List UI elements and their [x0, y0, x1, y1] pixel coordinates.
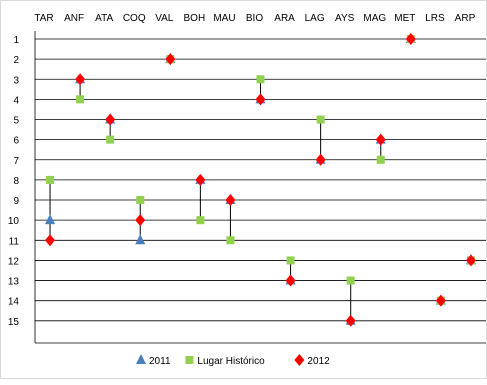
- y-tick-label: 12: [8, 256, 20, 267]
- x-tick-label-bio: BIO: [246, 13, 263, 24]
- point-diamond-mau: [225, 194, 236, 207]
- legend-marker-square: [185, 356, 194, 364]
- point-triangle-coq: [135, 234, 146, 245]
- x-tick-label-lrs: LRS: [425, 13, 445, 24]
- legend-label: 2011: [149, 356, 171, 367]
- y-tick-label: 7: [13, 156, 19, 167]
- y-tick-label: 11: [9, 236, 20, 247]
- point-diamond-boh: [195, 173, 206, 186]
- point-square-ata: [106, 135, 115, 144]
- point-diamond-mag: [375, 133, 386, 146]
- x-tick-label-boh: BOH: [184, 13, 206, 24]
- y-tick-label: 3: [13, 75, 19, 86]
- x-tick-label-tar: TAR: [34, 13, 53, 24]
- x-tick-label-lag: LAG: [305, 13, 325, 24]
- legend-marker-diamond: [294, 354, 305, 366]
- point-diamond-bio: [255, 93, 266, 106]
- y-tick-label: 13: [8, 277, 20, 288]
- point-triangle-tar: [45, 214, 56, 225]
- point-diamond-ara: [285, 274, 296, 287]
- y-tick-label: 6: [13, 136, 19, 147]
- y-tick-label: 15: [8, 317, 20, 328]
- point-square-tar: [46, 175, 55, 184]
- point-square-anf: [76, 95, 85, 104]
- legend-label: 2012: [307, 356, 330, 367]
- y-tick-label: 5: [13, 116, 19, 127]
- x-tick-label-ata: ATA: [95, 13, 113, 24]
- point-diamond-val: [165, 53, 176, 66]
- x-tick-label-mau: MAU: [213, 13, 235, 24]
- y-tick-label: 1: [13, 35, 19, 46]
- y-tick-label: 4: [13, 95, 19, 106]
- point-diamond-tar: [45, 234, 56, 247]
- x-tick-label-val: VAL: [155, 13, 174, 24]
- point-square-ays: [346, 276, 355, 285]
- point-square-bio: [256, 75, 265, 84]
- point-square-ara: [286, 256, 295, 265]
- x-tick-labels: TAR ANF ATA COQ VAL BOH MAU BIO ARA LAG AYS MAG MET L…: [34, 13, 475, 24]
- point-diamond-coq: [135, 214, 146, 227]
- x-tick-label-ays: AYS: [335, 13, 355, 24]
- y-tick-label: 14: [8, 297, 20, 308]
- x-tick-label-mag: MAG: [363, 13, 386, 24]
- x-tick-label-anf: ANF: [64, 13, 84, 24]
- x-tick-label-ara: ARA: [274, 13, 295, 24]
- point-square-mag: [376, 155, 385, 164]
- point-diamond-ays: [345, 314, 356, 327]
- y-tick-label: 2: [13, 55, 19, 66]
- point-diamond-lrs: [435, 294, 446, 307]
- point-square-boh: [196, 216, 205, 225]
- y-tick-label: 9: [13, 196, 19, 207]
- data-marks: [45, 33, 476, 327]
- point-square-coq: [136, 196, 145, 205]
- legend-marker-triangle: [136, 354, 146, 364]
- point-square-lag: [316, 115, 325, 124]
- x-tick-label-met: MET: [394, 13, 415, 24]
- point-diamond-arp: [465, 254, 476, 267]
- point-diamond-ata: [105, 113, 116, 126]
- legend-label: Lugar Histórico: [197, 356, 265, 367]
- point-square-mau: [226, 236, 235, 245]
- point-diamond-lag: [315, 153, 326, 166]
- x-tick-label-coq: COQ: [123, 13, 146, 24]
- y-tick-label: 10: [8, 216, 20, 227]
- point-diamond-met: [405, 33, 416, 45]
- point-diamond-anf: [75, 73, 86, 86]
- x-tick-label-arp: ARP: [455, 13, 476, 24]
- legend: 2011 Lugar Histórico 2012: [136, 354, 330, 367]
- y-tick-label: 8: [13, 176, 19, 187]
